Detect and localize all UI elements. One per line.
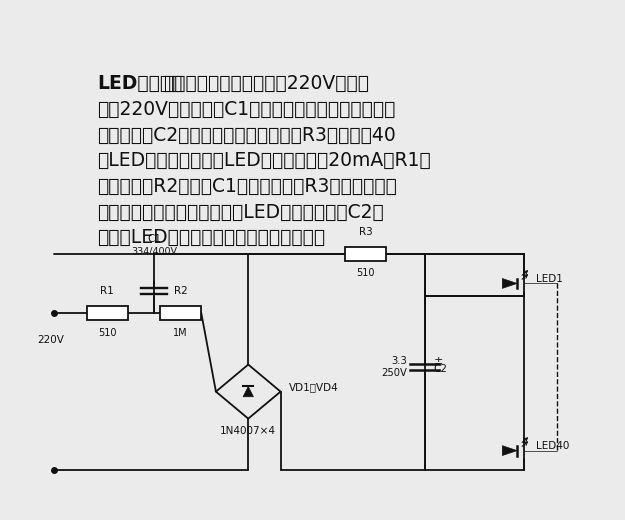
Text: 保护电阻，R2是电容C1的释放电阻，R3是限流电阻，: 保护电阻，R2是电容C1的释放电阻，R3是限流电阻，: [98, 177, 398, 196]
Text: 510: 510: [356, 268, 375, 278]
Text: LED1: LED1: [536, 274, 563, 283]
Text: LED灯杯电路: LED灯杯电路: [98, 74, 183, 94]
Text: ±: ±: [433, 356, 442, 366]
Bar: [160, 306, 201, 320]
Text: 个LED提供恒流电源。LED的额定电流为20mA，R1是: 个LED提供恒流电源。LED的额定电流为20mA，R1是: [98, 151, 431, 170]
Text: R1: R1: [101, 286, 114, 296]
Polygon shape: [503, 446, 517, 456]
Text: 以防止电压升高、温度升高、LED的电流增大，C2用: 以防止电压升高、温度升高、LED的电流增大，C2用: [98, 202, 384, 222]
Text: C2: C2: [433, 365, 447, 374]
Text: R2: R2: [174, 286, 188, 296]
Text: ：如下图所示，该灯使用220V电源供: ：如下图所示，该灯使用220V电源供: [163, 74, 369, 94]
Text: 电，220V交流电经过C1降压电容降压后，再经过全桥: 电，220V交流电经过C1降压电容降压后，再经过全桥: [98, 100, 396, 119]
Text: 来保护LED免受开灯时的冲击电流的损害。: 来保护LED免受开灯时的冲击电流的损害。: [98, 228, 326, 247]
Text: 1M: 1M: [173, 328, 188, 337]
Text: VD1～VD4: VD1～VD4: [289, 382, 339, 392]
Text: 220V: 220V: [37, 335, 64, 345]
Text: 334/400V: 334/400V: [131, 247, 178, 256]
Bar: [87, 306, 128, 320]
Text: R3: R3: [359, 227, 372, 237]
Text: 250V: 250V: [381, 368, 407, 378]
Polygon shape: [503, 279, 517, 289]
Text: C1: C1: [148, 234, 161, 244]
Bar: [345, 247, 386, 261]
Polygon shape: [243, 386, 253, 397]
Text: LED40: LED40: [536, 440, 569, 451]
Text: 1N4007×4: 1N4007×4: [220, 426, 276, 436]
Text: 整流，通过C2滤波，最后经过限流电阻R3给串联的40: 整流，通过C2滤波，最后经过限流电阻R3给串联的40: [98, 126, 396, 145]
Text: 3.3: 3.3: [391, 356, 407, 366]
Text: 510: 510: [98, 328, 116, 337]
